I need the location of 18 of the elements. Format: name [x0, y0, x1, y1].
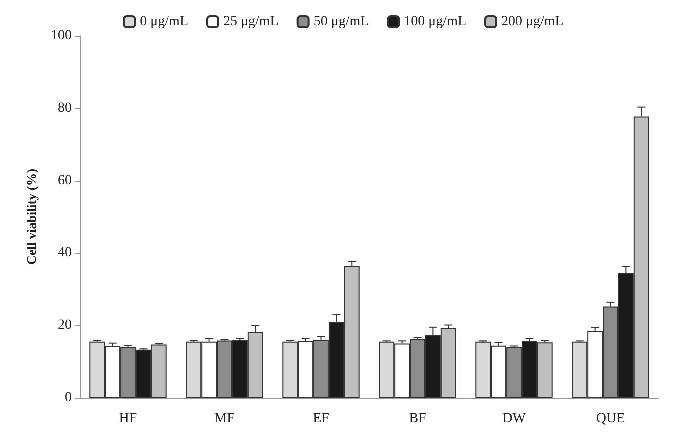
y-axis-title: Cell viability (%) [24, 168, 39, 266]
x-tick-label: EF [313, 412, 330, 426]
x-tick-label: HF [119, 412, 138, 426]
y-tick-label: 20 [58, 318, 72, 334]
x-tick-label: MF [214, 412, 236, 426]
y-tick-label: 100 [51, 28, 72, 44]
legend-label: 25 μg/mL [223, 14, 279, 30]
y-tick-label: 80 [58, 100, 72, 116]
legend-label: 200 μg/mL [502, 14, 564, 30]
legend-label: 50 μg/mL [314, 14, 370, 30]
x-tick-label: DW [502, 412, 527, 426]
x-tick-label: QUE [596, 412, 626, 426]
y-tick-label: 0 [65, 390, 72, 406]
y-tick-label: 60 [58, 173, 72, 188]
x-tick-label: BF [409, 412, 427, 426]
legend-label: 100 μg/mL [404, 14, 467, 30]
legend-label: 0 μg/mL [140, 14, 188, 30]
y-tick-label: 40 [58, 246, 72, 261]
